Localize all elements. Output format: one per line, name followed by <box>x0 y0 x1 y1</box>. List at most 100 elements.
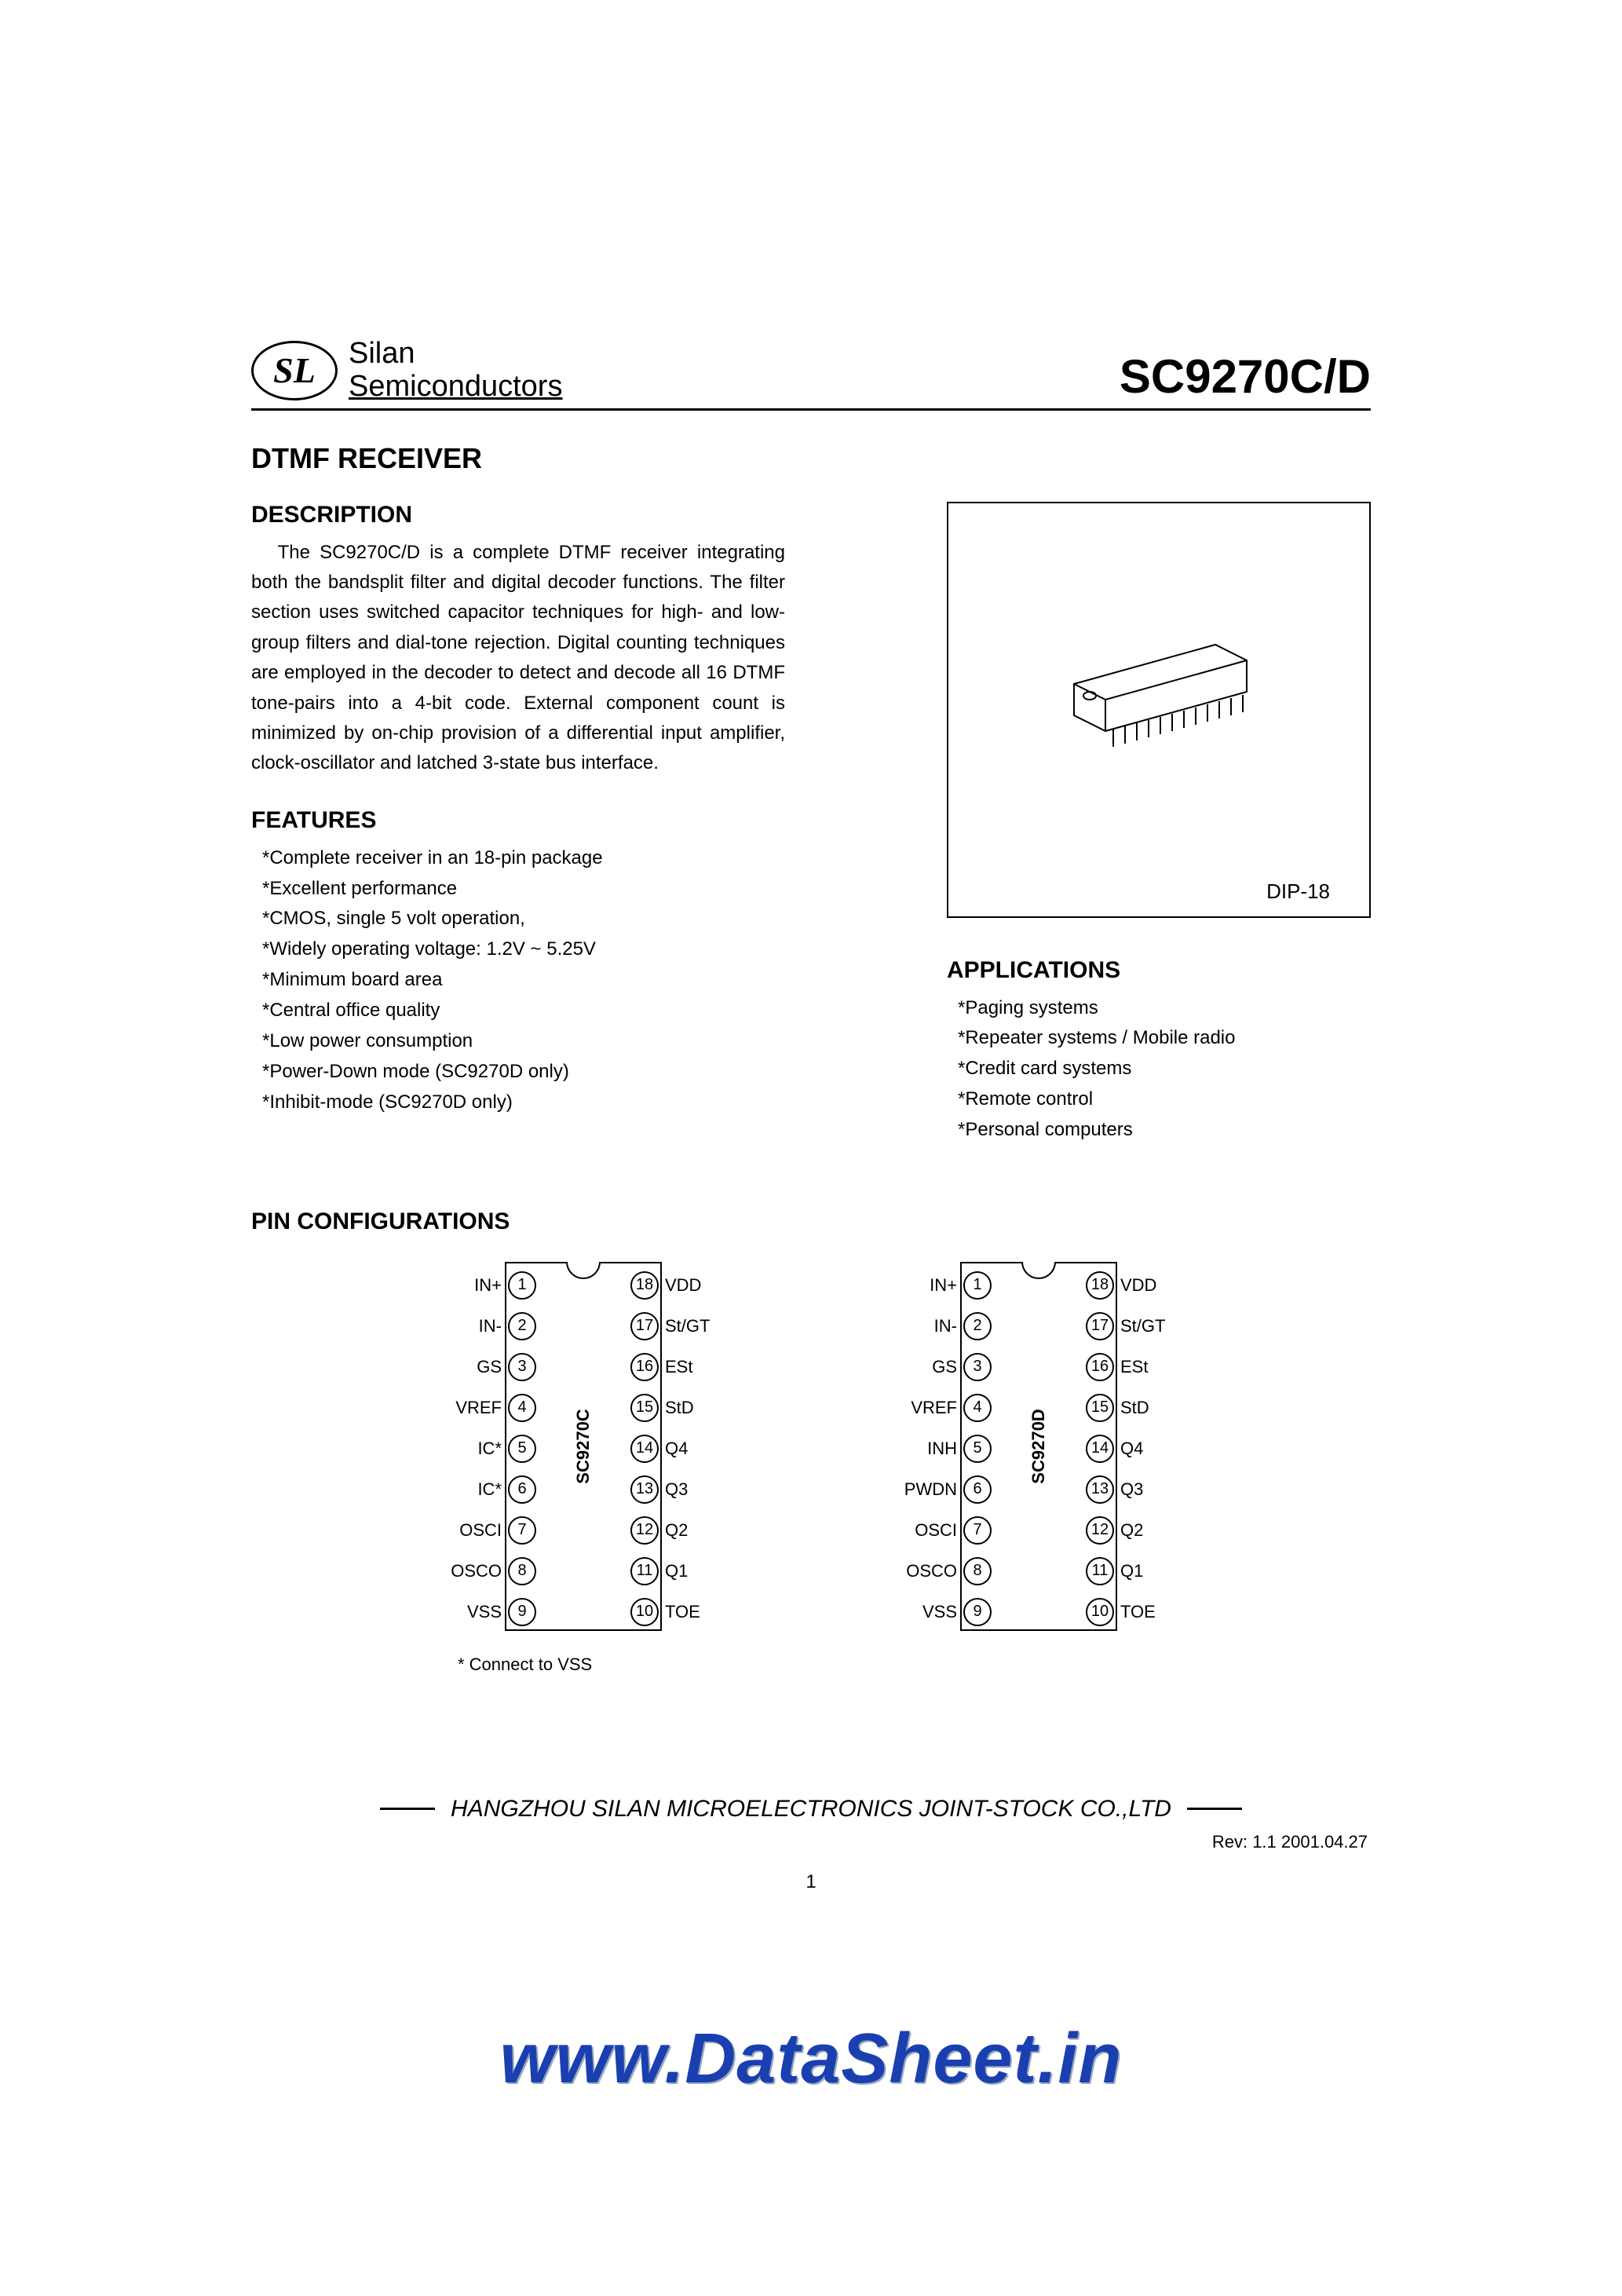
pin-label: PWDN <box>896 1479 957 1500</box>
pin-footnote: * Connect to VSS <box>458 1654 592 1675</box>
pin-number: 10 <box>1086 1598 1114 1626</box>
application-item: *Credit card systems <box>958 1054 1371 1084</box>
feature-item: *CMOS, single 5 volt operation, <box>262 904 785 934</box>
logo-line1: Silan <box>349 338 562 371</box>
pin-number: 11 <box>1086 1557 1114 1585</box>
pin-number: 12 <box>1086 1516 1114 1545</box>
pin-number: 8 <box>963 1557 992 1585</box>
features-list: *Complete receiver in an 18-pin package … <box>251 843 785 1118</box>
features-heading: FEATURES <box>251 807 785 834</box>
pin-label: VREF <box>440 1398 502 1418</box>
pin-left: IN+1 <box>866 1271 992 1300</box>
pin-right: 15StD <box>1086 1394 1211 1422</box>
pin-number: 12 <box>630 1516 659 1545</box>
pin-right: 14Q4 <box>630 1435 756 1463</box>
pin-label: Q1 <box>1120 1561 1182 1581</box>
pin-number: 3 <box>963 1353 992 1381</box>
pin-right: 10TOE <box>1086 1598 1211 1626</box>
application-item: *Paging systems <box>958 993 1371 1024</box>
application-item: *Remote control <box>958 1084 1371 1115</box>
applications-heading: APPLICATIONS <box>947 957 1371 984</box>
pin-label: GS <box>896 1357 957 1377</box>
application-item: *Repeater systems / Mobile radio <box>958 1023 1371 1054</box>
pin-left: OSCO8 <box>866 1557 992 1585</box>
pin-left: VREF4 <box>411 1394 536 1422</box>
pin-number: 16 <box>1086 1353 1114 1381</box>
pin-label: St/GT <box>1120 1316 1182 1336</box>
pin-left: OSCO 8 <box>411 1557 536 1585</box>
pin-number: 5 <box>508 1435 536 1463</box>
pin-number: 7 <box>963 1516 992 1545</box>
pin-number: 2 <box>508 1312 536 1340</box>
pin-label: INH <box>896 1439 957 1459</box>
pin-number: 4 <box>963 1394 992 1422</box>
pin-left: OSCI7 <box>411 1516 536 1545</box>
pin-number: 17 <box>1086 1312 1114 1340</box>
pin-number: 8 <box>508 1557 536 1585</box>
pin-label: ESt <box>1120 1357 1182 1377</box>
pin-label: OSCO <box>440 1561 502 1581</box>
pin-label: GS <box>440 1357 502 1377</box>
pin-label: Q1 <box>665 1561 726 1581</box>
pin-label: St/GT <box>665 1316 726 1336</box>
page-title: DTMF RECEIVER <box>251 442 1371 475</box>
pin-right: 15 StD <box>630 1394 756 1422</box>
pin-number: 16 <box>630 1353 659 1381</box>
logo-line2: Semiconductors <box>349 371 562 404</box>
pin-label: VDD <box>1120 1275 1182 1296</box>
pin-label: IC* <box>440 1479 502 1500</box>
package-box: DIP-18 <box>947 502 1371 918</box>
pin-label: IC* <box>440 1439 502 1459</box>
footer: HANGZHOU SILAN MICROELECTRONICS JOINT-ST… <box>251 1796 1371 1893</box>
watermark: www.DataSheet.in <box>500 2019 1123 2100</box>
pin-left: IC* 6 <box>411 1475 536 1504</box>
pin-label: StD <box>1120 1398 1182 1418</box>
pin-left: PWDN6 <box>866 1475 992 1504</box>
pin-left: GS 3 <box>866 1353 992 1381</box>
pin-number: 18 <box>630 1271 659 1300</box>
pin-label: IN+ <box>896 1275 957 1296</box>
pin-label: Q4 <box>1120 1439 1182 1459</box>
pin-left: IN-2 <box>411 1312 536 1340</box>
logo-block: SL Silan Semiconductors <box>251 338 562 404</box>
footer-page: 1 <box>251 1871 1371 1893</box>
feature-item: *Central office quality <box>262 996 785 1026</box>
pin-right: 16 ESt <box>1086 1353 1211 1381</box>
footer-company: HANGZHOU SILAN MICROELECTRONICS JOINT-ST… <box>251 1796 1371 1823</box>
pin-right: 12 Q2 <box>1086 1516 1211 1545</box>
pinconfig-heading: PIN CONFIGURATIONS <box>251 1208 1371 1235</box>
pin-right: 18 VDD <box>1086 1271 1211 1300</box>
pin-left: IC* 5 <box>411 1435 536 1463</box>
pin-number: 9 <box>508 1598 536 1626</box>
feature-item: *Excellent performance <box>262 874 785 905</box>
pin-number: 17 <box>630 1312 659 1340</box>
feature-item: *Inhibit-mode (SC9270D only) <box>262 1088 785 1118</box>
pin-right: 11 Q1 <box>630 1557 756 1585</box>
pin-number: 5 <box>963 1435 992 1463</box>
pin-label: VREF <box>896 1398 957 1418</box>
applications-list: *Paging systems *Repeater systems / Mobi… <box>947 993 1371 1146</box>
pin-label: Q2 <box>665 1520 726 1541</box>
pin-left: INH 5 <box>866 1435 992 1463</box>
pin-label: OSCI <box>896 1520 957 1541</box>
pin-left: VSS9 <box>866 1598 992 1626</box>
pin-left: IN-2 <box>866 1312 992 1340</box>
chip-label: SC9270C <box>573 1409 594 1483</box>
pin-label: IN+ <box>440 1275 502 1296</box>
chip-label: SC9270D <box>1028 1409 1049 1483</box>
pin-diagram: SC9270CIN+1IN-2GS3VREF4IC*5IC*6OSCI7OSCO… <box>411 1254 756 1694</box>
pin-number: 14 <box>630 1435 659 1463</box>
pin-number: 7 <box>508 1516 536 1545</box>
pin-right: 13Q3 <box>630 1475 756 1504</box>
pin-number: 6 <box>508 1475 536 1504</box>
pin-number: 11 <box>630 1557 659 1585</box>
pin-label: Q2 <box>1120 1520 1182 1541</box>
pin-number: 18 <box>1086 1271 1114 1300</box>
description-heading: DESCRIPTION <box>251 502 785 528</box>
pin-label: VSS <box>440 1602 502 1622</box>
pin-right: 10TOE <box>630 1598 756 1626</box>
pin-number: 15 <box>630 1394 659 1422</box>
application-item: *Personal computers <box>958 1115 1371 1146</box>
feature-item: *Minimum board area <box>262 965 785 996</box>
pin-label: StD <box>665 1398 726 1418</box>
